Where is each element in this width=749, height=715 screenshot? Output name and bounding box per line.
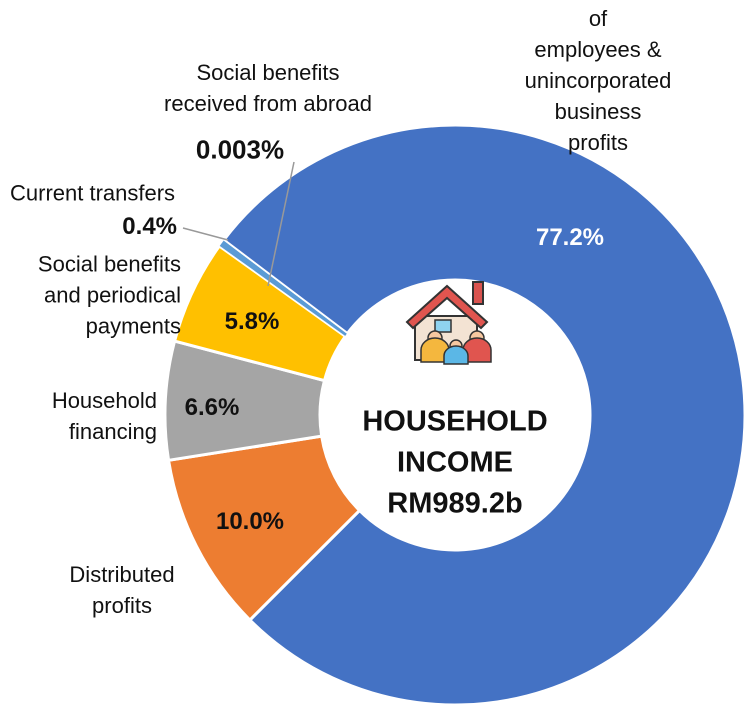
value-label: 10.0% [215,508,285,535]
leader-line [267,161,295,287]
category-label: Social benefits and periodical payments [37,251,181,339]
slice [221,123,747,707]
donut [163,123,747,707]
leader-line [182,227,229,241]
value-label: 77.2% [535,224,605,251]
category-label: Compensation of employees & unincorporat… [524,6,672,155]
slice [223,239,348,335]
center-label: HOUSEHOLD INCOME RM989.2b [362,405,548,520]
value-label: 6.6% [184,394,240,421]
value-label: 0.003% [195,134,285,165]
category-label: Current transfers [10,180,176,206]
category-label: Social benefits received from abroad [164,60,372,116]
value-label: 5.8% [224,308,280,335]
category-label: Household financing [51,388,157,444]
house-icon [405,281,492,365]
category-label: Distributed profits [69,562,175,618]
value-label: 0.4% [122,213,177,240]
